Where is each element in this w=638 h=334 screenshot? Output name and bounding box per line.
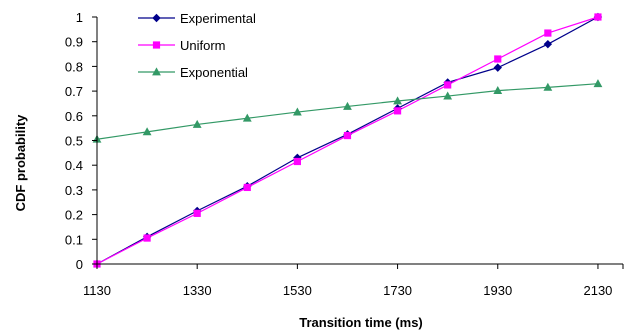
point-exponential: [192, 119, 202, 128]
x-tick-label: 1530: [283, 283, 312, 298]
point-uniform: [444, 81, 452, 89]
point-exponential: [343, 101, 352, 110]
y-tick-label: 0.8: [65, 59, 83, 74]
x-tick-labels: 1130 1330 1530 1730 1930 2130: [83, 283, 612, 298]
y-tick-label: 0.6: [65, 109, 83, 124]
legend-marker-experimental: [152, 13, 161, 23]
legend: Experimental Uniform Exponential: [138, 11, 256, 80]
point-uniform: [594, 13, 602, 21]
y-axis-title: CDF probability: [13, 114, 28, 212]
point-exponential: [593, 79, 603, 88]
point-exponential: [142, 127, 152, 136]
y-tick-label: 0.9: [65, 35, 83, 50]
point-exponential: [393, 96, 402, 105]
x-tick-label: 1730: [383, 283, 412, 298]
point-exponential: [543, 82, 553, 91]
point-uniform: [544, 29, 552, 37]
legend-label-uniform: Uniform: [180, 38, 226, 53]
y-tick-label: 0.2: [65, 208, 83, 223]
legend-marker-uniform: [152, 41, 161, 49]
y-tick-labels: 0 0.1 0.2 0.3 0.4 0.5 0.6 0.7 0.8 0.9 1: [65, 10, 83, 272]
legend-point-exponential: [152, 67, 161, 76]
x-tick-label: 1330: [183, 283, 212, 298]
y-tick-label: 1: [76, 10, 83, 25]
y-tick-label: 0.4: [65, 158, 83, 173]
point-uniform: [494, 55, 502, 63]
x-tick-label: 2130: [583, 283, 612, 298]
series-line-experimental: [96, 16, 599, 265]
point-uniform: [243, 183, 251, 192]
y-tick-label: 0.7: [65, 84, 83, 99]
point-exponential: [443, 91, 453, 100]
series-line-uniform: [96, 16, 599, 265]
legend-item-uniform: Uniform: [138, 38, 226, 53]
x-tick-label: 1130: [83, 283, 111, 298]
plot-lines: [96, 16, 599, 265]
point-exponential: [242, 113, 252, 122]
point-experimental: [543, 39, 553, 49]
point-uniform: [193, 209, 201, 217]
y-tick-label: 0.5: [65, 134, 83, 149]
plot-markers: [92, 12, 603, 269]
point-exponential: [493, 86, 503, 95]
legend-item-experimental: Experimental: [138, 11, 256, 26]
point-exponential: [292, 107, 302, 116]
axes: [92, 16, 624, 269]
legend-label-experimental: Experimental: [180, 11, 256, 26]
y-tick-label: 0.1: [65, 232, 83, 247]
point-uniform: [343, 131, 352, 140]
point-experimental: [493, 63, 502, 72]
legend-point-uniform: [152, 41, 161, 49]
y-tick-label: 0: [76, 257, 83, 272]
point-uniform: [293, 157, 301, 166]
point-uniform: [143, 234, 151, 242]
x-tick-label: 1930: [483, 283, 512, 298]
legend-item-exponential: Exponential: [138, 65, 248, 80]
point-uniform: [393, 107, 402, 115]
legend-label-exponential: Exponential: [180, 65, 248, 80]
x-axis-title: Transition time (ms): [299, 315, 423, 330]
y-tick-label: 0.3: [65, 183, 83, 198]
legend-marker-exponential: [152, 67, 161, 76]
legend-point-experimental: [152, 13, 161, 23]
